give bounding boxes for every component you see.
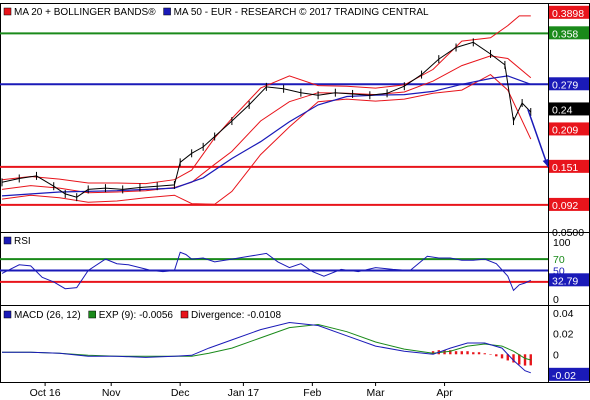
divergence-bar xyxy=(512,354,515,363)
macd-line xyxy=(2,321,531,374)
legend-label: MA 50 - EUR - RESEARCH © 2017 TRADING CE… xyxy=(174,7,429,18)
x-tick-label: Oct 16 xyxy=(30,387,61,399)
price-panel: 0.3580.2790.1510.0920.38980.240.2090.050… xyxy=(0,3,590,239)
x-tick-label: Feb xyxy=(303,387,321,399)
level-1-label-box xyxy=(549,77,589,91)
legend-label: MA 20 + BOLLINGER BANDS® xyxy=(14,7,156,18)
price-tag-0: 0.3898 xyxy=(552,8,584,20)
divergence-bar xyxy=(489,354,492,355)
divergence-bar xyxy=(477,352,481,355)
x-tick-label: Dec xyxy=(171,387,190,399)
level-2-label: 0.151 xyxy=(552,162,578,174)
divergence-bar xyxy=(449,350,452,355)
price-tag-1: 0.24 xyxy=(552,104,573,116)
series-ma20 xyxy=(1,55,532,194)
forecast-arrow-head xyxy=(542,158,549,167)
divergence-bar xyxy=(518,354,521,365)
rsi-line xyxy=(1,251,532,292)
divergence-bar xyxy=(495,354,498,357)
legend-swatch xyxy=(163,7,171,16)
level-3-label-box xyxy=(549,197,589,211)
legend-swatch xyxy=(3,310,12,319)
forecast-arrow xyxy=(527,109,549,168)
rsi-y-tick: 50 xyxy=(553,266,565,278)
series-ma50 xyxy=(1,75,532,197)
divergence-bar xyxy=(454,351,458,355)
x-axis: Oct 16 Nov Dec Jan 17 Feb Mar Apr xyxy=(30,382,453,399)
level-2-label-box xyxy=(549,159,589,173)
legend-label: MACD (26, 12) xyxy=(14,310,81,321)
price-tag-2: 0.209 xyxy=(552,124,578,136)
macd-panel: 0.04 0.02 0 -0.02 MACD (26, 12) EXP (9): -0.0… xyxy=(0,305,590,383)
series-bb_upper xyxy=(1,15,531,185)
legend-label: RSI xyxy=(14,236,31,247)
x-tick-label: Jan 17 xyxy=(228,387,260,399)
x-tick-label: Mar xyxy=(367,387,386,399)
divergence-bar xyxy=(500,354,504,359)
divergence-bar xyxy=(523,354,527,366)
level-3-label: 0.092 xyxy=(552,200,578,212)
legend-swatch xyxy=(88,310,96,319)
exp-line xyxy=(2,323,531,361)
legend-label: Divergence: -0.0108 xyxy=(191,310,281,321)
divergence-bar xyxy=(431,351,435,355)
rsi-current: 32.79 xyxy=(552,275,578,287)
macd-y-tick: 0.04 xyxy=(553,308,574,320)
macd-current: -0.02 xyxy=(552,370,576,382)
rsi-y-tick: 100 xyxy=(553,237,571,249)
series-bb_lower xyxy=(1,73,532,205)
rsi-y-tick: 0 xyxy=(553,294,559,306)
legend-label: EXP (9): -0.0056 xyxy=(99,310,174,321)
legend-swatch xyxy=(3,7,12,16)
price-tag-0-box xyxy=(549,5,589,19)
divergence-bar xyxy=(483,353,486,355)
legend-swatch xyxy=(3,236,12,245)
level-0-label-box xyxy=(549,26,589,40)
legend-swatch xyxy=(180,310,189,319)
x-tick-label: Apr xyxy=(436,387,453,399)
level-0-label: 0.358 xyxy=(552,28,578,40)
divergence-bar xyxy=(472,352,475,355)
divergence-bar xyxy=(506,354,509,361)
rsi-current-box xyxy=(549,273,589,287)
rsi-y-tick: 70 xyxy=(553,254,565,266)
price-tag-2-box xyxy=(549,122,589,136)
divergence-bar xyxy=(466,351,469,355)
level-1-label: 0.279 xyxy=(552,79,578,91)
divergence-bar xyxy=(460,351,463,355)
macd-current-box xyxy=(549,367,589,381)
series-price xyxy=(1,41,532,198)
price-tag-1-box xyxy=(549,102,589,116)
x-tick-label: Nov xyxy=(102,387,121,399)
macd-y-tick: 0 xyxy=(553,349,559,361)
macd-y-tick: 0.02 xyxy=(553,329,574,341)
